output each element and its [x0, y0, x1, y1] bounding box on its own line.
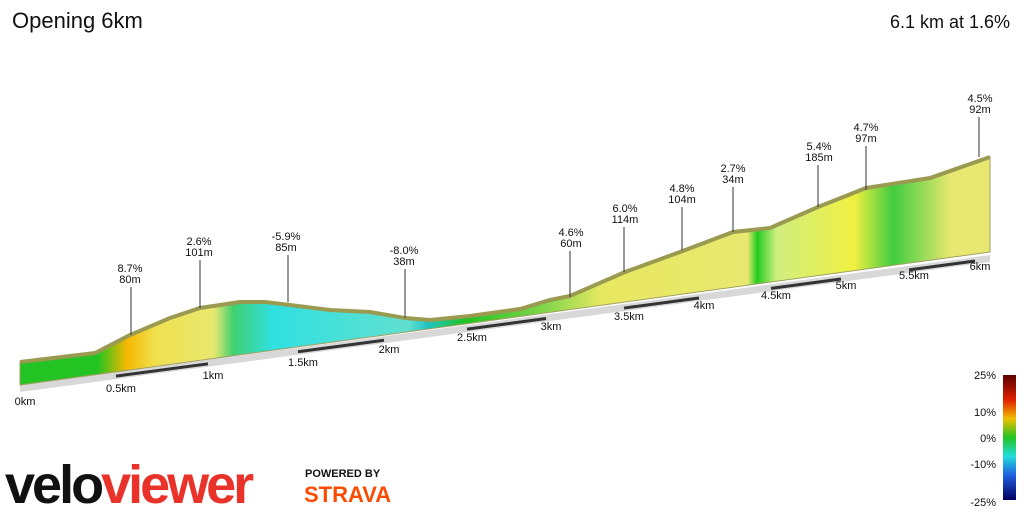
distance-label: 0km — [15, 396, 36, 408]
distance-label: 5.5km — [899, 270, 929, 282]
distance-segment — [466, 317, 547, 331]
annotation-grade: 4.5% — [967, 93, 992, 105]
annotation-length: 80m — [119, 274, 140, 286]
annotation-length: 60m — [560, 238, 581, 250]
powered-by: POWERED BY — [305, 468, 381, 480]
distance-label: 0.5km — [106, 383, 136, 395]
distance-segment — [908, 259, 976, 272]
legend-label: 0% — [980, 433, 996, 445]
annotation-grade: 4.6% — [558, 227, 583, 239]
legend-bar — [1003, 375, 1016, 500]
annotation-grade: 2.7% — [720, 163, 745, 175]
annotation-length: 185m — [805, 152, 833, 164]
annotation-length: 114m — [612, 214, 639, 226]
annotation-length: 104m — [668, 194, 696, 206]
annotation-length: 34m — [722, 174, 743, 186]
annotation-grade: -5.9% — [272, 231, 301, 243]
annotation-length: 92m — [969, 104, 990, 116]
logo: veloviewer — [5, 455, 254, 512]
legend-label: -25% — [970, 497, 996, 509]
distance-label: 3.5km — [614, 311, 644, 323]
logo-left: velo — [5, 455, 102, 512]
annotation-grade: 8.7% — [117, 263, 142, 275]
logo-right: viewer — [101, 455, 254, 512]
annotation-grade: 4.7% — [853, 122, 878, 134]
distance-label: 6km — [970, 261, 991, 273]
annotation-grade: -8.0% — [390, 245, 419, 257]
annotation-grade: 2.6% — [186, 236, 211, 248]
title: Opening 6km — [12, 8, 143, 33]
distance-label: 3km — [541, 321, 562, 333]
annotation-grade: 6.0% — [612, 203, 637, 215]
annotation-length: 101m — [185, 247, 213, 259]
legend-label: -10% — [970, 459, 996, 471]
distance-label: 2km — [379, 344, 400, 356]
legend-label: 25% — [974, 370, 996, 382]
profile-rim — [19, 155, 991, 364]
distance-segment — [297, 338, 385, 354]
distance-label: 4km — [694, 300, 715, 312]
summary: 6.1 km at 1.6% — [890, 12, 1010, 32]
annotation-length: 97m — [855, 133, 876, 145]
annotation-length: 38m — [393, 256, 414, 268]
annotation-grade: 4.8% — [669, 183, 694, 195]
profile-face — [19, 156, 991, 386]
distance-label: 1km — [203, 370, 224, 382]
strava: STRAVA — [304, 482, 391, 507]
annotation-grade: 5.4% — [806, 141, 831, 153]
distance-segment — [770, 277, 842, 290]
legend-label: 10% — [974, 407, 996, 419]
distance-segment — [623, 296, 700, 310]
annotation-length: 85m — [275, 242, 296, 254]
distance-label: 5km — [836, 280, 857, 292]
distance-markers — [115, 259, 976, 378]
distance-label: 4.5km — [761, 290, 791, 302]
distance-segment — [115, 362, 209, 378]
distance-label: 2.5km — [457, 332, 487, 344]
distance-label: 1.5km — [288, 357, 318, 369]
